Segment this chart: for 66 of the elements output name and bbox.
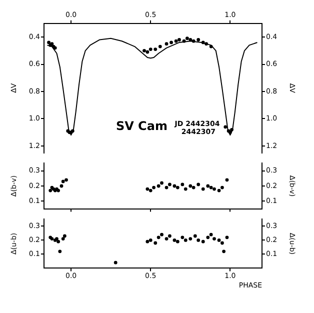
point xyxy=(196,182,200,186)
point xyxy=(176,240,180,244)
point xyxy=(168,182,172,186)
point xyxy=(209,232,213,236)
point xyxy=(178,38,181,42)
point xyxy=(164,42,168,46)
point xyxy=(206,236,210,240)
point xyxy=(170,40,173,44)
point xyxy=(220,186,224,190)
point xyxy=(206,184,210,188)
point xyxy=(148,238,152,242)
point xyxy=(212,237,216,240)
point xyxy=(64,178,68,182)
point xyxy=(176,186,180,190)
point xyxy=(180,182,184,186)
point xyxy=(158,44,162,48)
point xyxy=(61,180,65,184)
point xyxy=(62,234,66,238)
point xyxy=(58,250,62,254)
point xyxy=(148,188,152,192)
point xyxy=(192,186,196,190)
point xyxy=(186,36,189,40)
point xyxy=(164,237,168,240)
point xyxy=(114,260,118,264)
point xyxy=(184,187,188,191)
annotation: SV Cam xyxy=(116,119,168,134)
point xyxy=(212,187,216,191)
point xyxy=(56,240,60,244)
point xyxy=(142,48,146,52)
point xyxy=(168,234,172,238)
point xyxy=(225,178,229,182)
point xyxy=(180,236,184,240)
point xyxy=(160,232,164,236)
point xyxy=(164,186,168,190)
point xyxy=(156,236,160,240)
point xyxy=(220,241,224,245)
point xyxy=(152,186,156,190)
point xyxy=(156,184,160,188)
point xyxy=(224,125,228,129)
point xyxy=(148,48,152,51)
point xyxy=(196,38,200,42)
point xyxy=(196,238,200,242)
point xyxy=(60,184,64,188)
point xyxy=(146,187,150,191)
point xyxy=(154,241,158,245)
point xyxy=(201,187,205,191)
point xyxy=(225,236,229,240)
point xyxy=(217,238,221,242)
point xyxy=(146,50,150,54)
point xyxy=(174,39,178,43)
point xyxy=(172,184,176,188)
point xyxy=(217,188,221,192)
point xyxy=(48,188,52,192)
point xyxy=(201,240,205,244)
point xyxy=(146,240,150,244)
point xyxy=(193,234,197,238)
point xyxy=(184,238,188,242)
point xyxy=(160,181,164,185)
point xyxy=(188,184,192,188)
point xyxy=(47,40,50,44)
point xyxy=(61,237,65,240)
point xyxy=(172,238,176,242)
point xyxy=(188,237,192,240)
point xyxy=(154,48,158,51)
point xyxy=(209,186,213,190)
point xyxy=(222,250,226,254)
